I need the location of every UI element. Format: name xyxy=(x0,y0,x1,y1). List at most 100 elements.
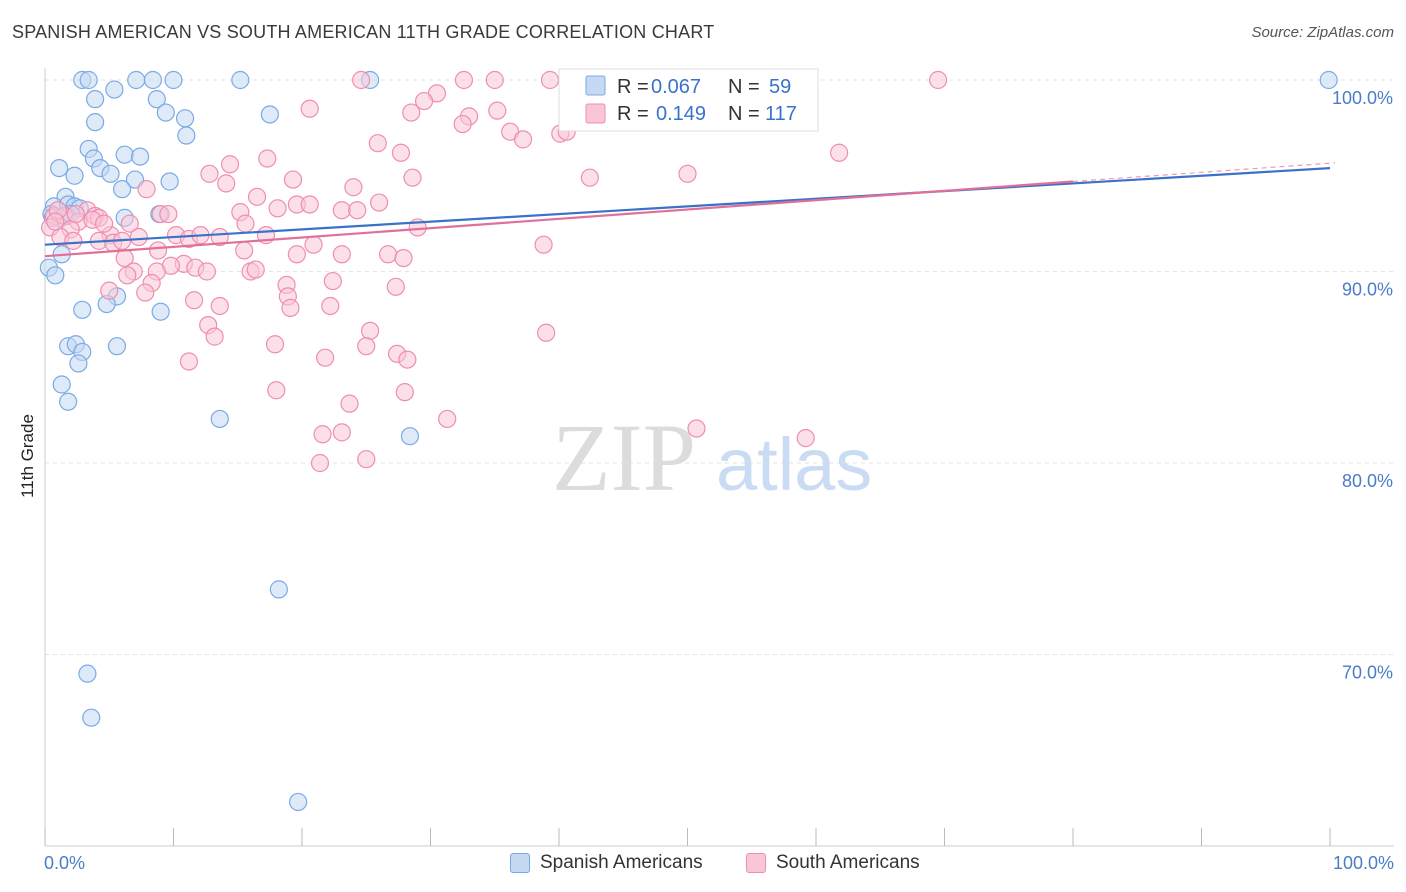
point-south-84 xyxy=(184,291,204,310)
point-spanish-20 xyxy=(50,158,69,178)
stats-n-value-0: 59 xyxy=(769,76,791,98)
point-south-90 xyxy=(205,327,224,346)
point-south-93 xyxy=(357,337,376,356)
legend-swatch-spanish xyxy=(510,853,530,873)
point-south-76 xyxy=(118,266,137,285)
point-south-16 xyxy=(391,143,411,162)
point-south-65 xyxy=(394,248,413,268)
point-south-99 xyxy=(395,383,414,402)
point-south-51 xyxy=(129,227,148,247)
point-south-6 xyxy=(414,91,434,111)
point-spanish-5 xyxy=(231,70,250,90)
point-south-81 xyxy=(100,281,119,300)
point-spanish-51 xyxy=(52,375,71,394)
stats-swatch-south xyxy=(585,103,606,124)
point-spanish-43 xyxy=(73,300,92,319)
point-spanish-26 xyxy=(112,180,132,199)
watermark-zip: ZIP xyxy=(552,404,696,511)
point-south-57 xyxy=(64,231,83,250)
point-south-44 xyxy=(120,214,139,233)
stats-r-value-0: 0.067 xyxy=(651,76,701,98)
point-spanish-49 xyxy=(107,337,127,356)
point-south-31 xyxy=(332,201,351,220)
point-south-24 xyxy=(678,164,697,183)
point-spanish-13 xyxy=(175,109,195,128)
legend-item-spanish-americans[interactable]: Spanish Americans xyxy=(510,852,703,874)
y-tick-label-0: 100.0% xyxy=(1332,88,1393,108)
point-spanish-8 xyxy=(86,90,105,109)
stats-n-value-1: 117 xyxy=(765,103,797,125)
point-spanish-41 xyxy=(46,266,65,285)
x-tick-label-right: 100.0% xyxy=(1333,853,1394,873)
point-south-21 xyxy=(283,170,303,189)
point-spanish-3 xyxy=(143,70,163,90)
point-spanish-21 xyxy=(65,166,84,185)
point-south-85 xyxy=(210,296,229,316)
point-south-28 xyxy=(247,187,267,206)
point-spanish-23 xyxy=(101,164,120,183)
point-south-15 xyxy=(368,134,387,153)
x-tick-label-left: 0.0% xyxy=(44,853,85,873)
point-spanish-19 xyxy=(130,147,150,166)
point-south-23 xyxy=(580,168,599,187)
gridlines xyxy=(45,79,1394,655)
series-south-americans-points xyxy=(41,70,948,473)
point-south-19 xyxy=(220,155,240,174)
point-south-103 xyxy=(796,429,815,448)
point-south-1 xyxy=(454,70,474,90)
point-spanish-11 xyxy=(156,103,175,122)
stats-legend-box: R = 0.067 N = 59 R = 0.149 N = 117 xyxy=(558,68,819,132)
point-south-92 xyxy=(265,335,285,354)
point-south-63 xyxy=(332,245,351,264)
point-spanish-58 xyxy=(289,792,308,812)
point-south-9 xyxy=(402,103,421,122)
trend-lines xyxy=(44,162,1336,258)
point-south-91 xyxy=(537,323,556,342)
point-south-86 xyxy=(281,298,300,317)
legend-item-south-americans[interactable]: South Americans xyxy=(746,852,920,874)
point-spanish-14 xyxy=(260,105,279,124)
point-south-89 xyxy=(361,321,380,340)
point-spanish-54 xyxy=(400,427,420,446)
point-south-37 xyxy=(159,204,178,224)
point-south-62 xyxy=(287,245,306,264)
point-south-105 xyxy=(332,423,351,442)
y-tick-label-3: 70.0% xyxy=(1342,663,1393,683)
stats-r-value-1: 0.149 xyxy=(656,103,706,125)
stats-r-label-0: R = xyxy=(617,76,649,98)
point-south-100 xyxy=(340,394,359,413)
point-south-104 xyxy=(313,425,332,444)
point-south-61 xyxy=(235,241,254,260)
point-south-66 xyxy=(534,235,553,254)
point-south-20 xyxy=(200,164,219,183)
point-south-95 xyxy=(316,348,335,367)
point-spanish-55 xyxy=(269,580,288,599)
legend-label-spanish: Spanish Americans xyxy=(540,852,703,873)
point-spanish-45 xyxy=(151,302,170,321)
point-south-22 xyxy=(403,168,422,187)
point-south-2 xyxy=(485,70,504,90)
point-south-3 xyxy=(540,70,560,90)
point-south-116 xyxy=(148,241,168,260)
point-spanish-52 xyxy=(59,392,78,411)
chart-title: SPANISH AMERICAN VS SOUTH AMERICAN 11TH … xyxy=(12,22,715,42)
point-south-107 xyxy=(310,453,330,473)
point-south-112 xyxy=(66,204,85,224)
stats-r-label-1: R = xyxy=(617,103,649,125)
point-south-25 xyxy=(217,174,236,193)
point-south-71 xyxy=(197,262,217,281)
y-tick-label-2: 80.0% xyxy=(1342,471,1393,491)
point-south-14 xyxy=(513,130,533,149)
point-south-77 xyxy=(323,271,342,291)
point-south-55 xyxy=(210,227,229,247)
point-spanish-7 xyxy=(1319,70,1338,90)
point-south-102 xyxy=(687,419,706,438)
point-south-106 xyxy=(357,450,376,469)
stats-n-label-1: N = xyxy=(728,103,760,125)
watermark: ZIP atlas xyxy=(552,404,872,511)
point-spanish-4 xyxy=(164,70,183,90)
point-spanish-25 xyxy=(160,172,179,191)
trend-line-south xyxy=(44,180,1074,258)
chart-source: Source: ZipAtlas.com xyxy=(1251,24,1394,41)
point-south-18 xyxy=(258,149,277,168)
